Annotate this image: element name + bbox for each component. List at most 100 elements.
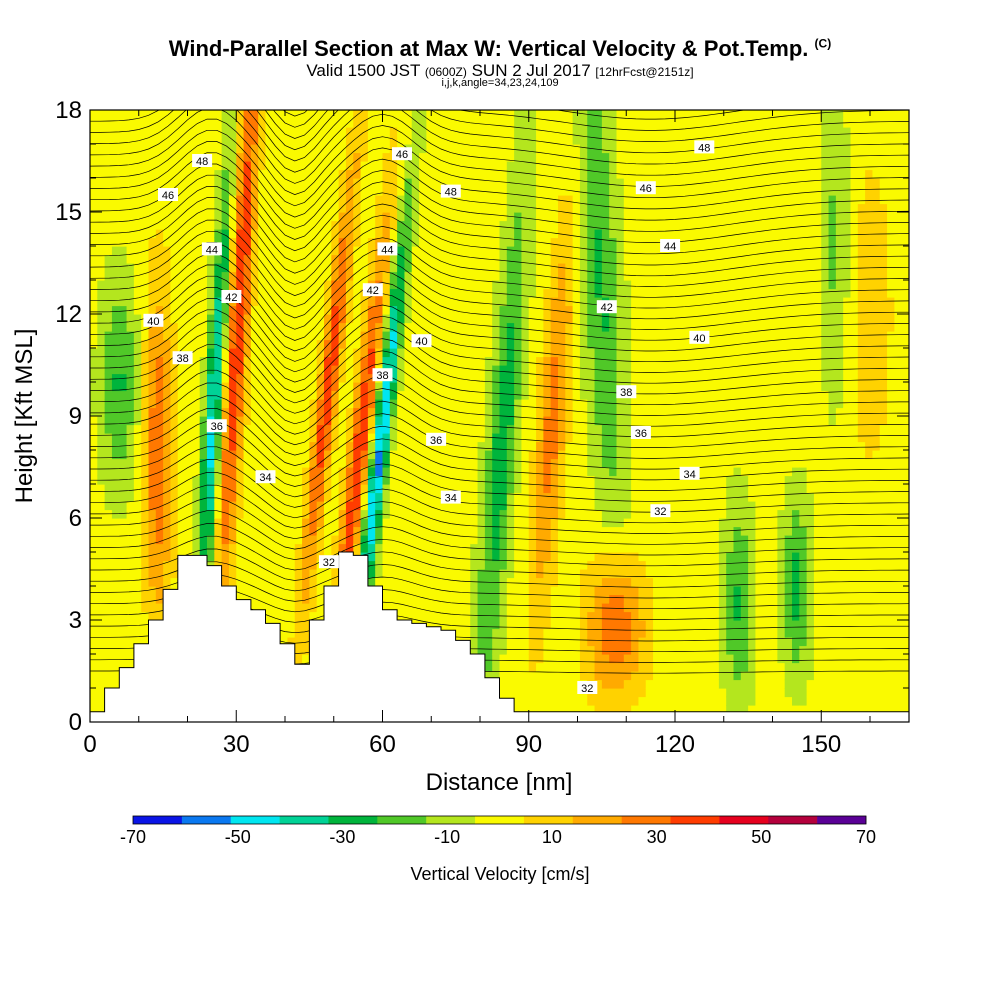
velocity-cell [404,229,413,239]
velocity-cell [126,654,135,664]
velocity-cell [404,339,413,349]
velocity-cell [192,526,201,536]
velocity-cell [126,288,135,298]
velocity-cell [382,212,391,222]
velocity-cell [462,458,471,468]
velocity-cell [111,501,120,511]
velocity-cell [441,365,449,375]
velocity-cell [382,169,391,179]
velocity-cell [280,611,289,621]
velocity-cell [177,135,186,145]
velocity-cell [353,339,362,349]
velocity-cell [119,229,128,239]
velocity-cell [462,152,471,162]
velocity-cell [302,637,310,647]
copyright-mark: (C) [814,36,832,51]
velocity-cell [316,509,325,519]
velocity-cell [470,229,479,239]
velocity-cell [280,543,289,553]
velocity-cell [236,263,245,273]
velocity-cell [404,509,413,519]
velocity-cell [104,390,113,400]
velocity-cell [207,526,215,536]
velocity-cell [492,135,501,145]
velocity-cell [185,339,193,349]
velocity-cell [353,169,362,179]
velocity-cell [280,594,289,604]
velocity-cell [389,229,398,239]
velocity-cell [199,475,208,485]
velocity-cell [579,229,588,239]
velocity-cell [360,526,369,536]
velocity-cell [338,339,347,349]
velocity-cell [433,518,442,528]
velocity-cell [199,382,208,392]
velocity-cell [207,331,215,341]
velocity-cell [331,135,340,145]
velocity-cell [133,348,142,358]
velocity-cell [433,339,442,349]
velocity-cell [419,407,427,417]
velocity-cell [558,654,566,664]
velocity-cell [367,169,376,179]
velocity-cell [397,543,406,553]
velocity-cell [236,399,245,409]
velocity-cell [324,509,332,519]
velocity-cell [155,110,164,120]
velocity-cell [119,433,128,443]
velocity-cell [579,288,588,298]
velocity-cell [126,492,135,502]
velocity-cell [192,467,201,477]
velocity-cell [338,390,347,400]
velocity-cell [426,305,435,315]
velocity-cell [558,271,566,281]
velocity-cell [280,535,289,545]
velocity-cell [528,280,537,290]
velocity-cell [119,263,128,273]
velocity-cell [506,526,515,536]
velocity-cell [389,195,398,205]
velocity-cell [141,543,150,553]
velocity-cell [492,203,501,213]
velocity-cell [185,203,193,213]
velocity-cell [375,237,384,247]
velocity-cell [389,416,398,426]
velocity-cell [90,458,98,468]
velocity-cell [272,399,281,409]
velocity-cell [455,577,464,587]
velocity-cell [536,671,544,681]
velocity-cell [484,671,493,681]
velocity-cell [280,382,289,392]
velocity-cell [587,135,596,145]
velocity-cell [543,237,552,247]
velocity-cell [97,237,106,247]
velocity-cell [265,577,274,587]
velocity-cell [536,254,544,264]
velocity-cell [521,220,530,230]
velocity-cell [163,543,172,553]
velocity-cell [397,603,406,613]
velocity-cell [499,220,508,230]
velocity-cell [214,450,223,460]
velocity-cell [163,373,172,383]
velocity-cell [185,518,193,528]
velocity-cell [448,467,457,477]
velocity-cell [316,263,325,273]
velocity-cell [163,458,172,468]
velocity-cell [587,348,596,358]
velocity-cell [470,450,479,460]
velocity-cell [397,458,406,468]
velocity-cell [287,322,296,332]
velocity-cell [338,271,347,281]
velocity-cell [484,212,493,222]
velocity-cell [492,603,501,613]
velocity-cell [382,416,391,426]
velocity-cell [199,518,208,528]
velocity-cell [331,484,340,494]
velocity-cell [528,705,537,715]
velocity-cell [170,416,179,426]
velocity-cell [207,356,215,366]
velocity-cell [375,526,384,536]
velocity-cell [272,416,281,426]
velocity-cell [587,339,596,349]
